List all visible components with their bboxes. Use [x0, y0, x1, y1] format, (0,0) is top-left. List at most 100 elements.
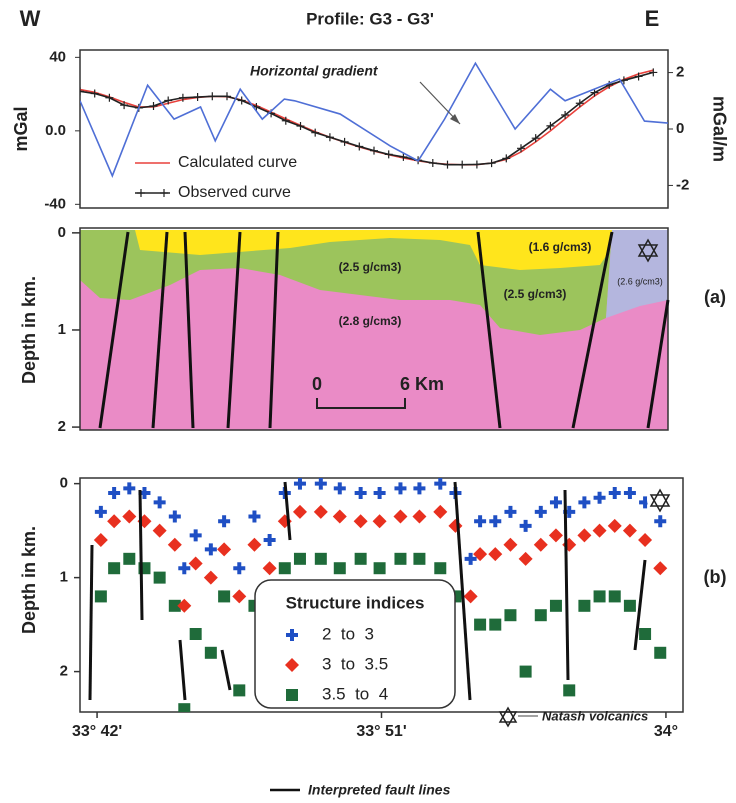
marker-plus: [233, 562, 246, 575]
fault: [220, 649, 232, 691]
y-tick-label: 40: [49, 48, 66, 65]
fault: [283, 481, 292, 541]
y-tick-label: 0.0: [45, 122, 66, 139]
fault-lines: [88, 481, 647, 701]
marker-diamond: [533, 537, 548, 552]
marker-diamond: [638, 533, 653, 548]
marker-square: [204, 646, 217, 659]
marker-plus: [413, 482, 426, 495]
marker-diamond: [503, 537, 518, 552]
y-tick-label: 1: [60, 569, 68, 586]
observed-marker: [458, 160, 467, 169]
y-tick-label: 1: [58, 321, 66, 338]
observed-marker: [355, 142, 364, 151]
fault-lines: [98, 231, 670, 429]
marker-plus: [153, 496, 166, 509]
marker-plus: [654, 515, 667, 528]
marker-plus: [333, 482, 346, 495]
observed-marker: [531, 134, 540, 143]
marker-square: [123, 552, 136, 565]
marker-diamond: [393, 509, 408, 524]
y-axis-label: mGal: [11, 106, 31, 151]
fault: [633, 559, 647, 651]
marker-square: [434, 562, 447, 575]
marker-square: [534, 609, 547, 622]
series-line: [80, 69, 654, 166]
observed-marker: [546, 121, 555, 130]
observed-marker: [281, 116, 290, 125]
marker-plus: [123, 482, 136, 495]
marker-plus: [519, 519, 532, 532]
marker-square: [178, 703, 191, 712]
marker-square: [286, 689, 298, 701]
marker-plus: [293, 478, 306, 490]
marker-plus: [474, 515, 487, 528]
observed-marker: [590, 88, 599, 97]
marker-diamond: [592, 523, 607, 538]
marker-plus: [608, 487, 621, 500]
scale-bar: [316, 398, 406, 409]
marker-square: [504, 609, 517, 622]
marker-diamond: [653, 561, 668, 576]
y-axis-label: Depth in km.: [19, 526, 39, 634]
layer-label: (1.6 g/cm3): [529, 240, 592, 254]
fault: [151, 231, 169, 429]
chart-title: Profile: G3 - G3': [306, 9, 434, 28]
marker-plus: [578, 496, 591, 509]
legend-label: Calculated curve: [178, 154, 297, 171]
marker-diamond: [107, 514, 122, 529]
observed-marker: [384, 150, 393, 159]
marker-plus: [549, 496, 562, 509]
marker-diamond: [463, 589, 478, 604]
scale-end: 6 Km: [400, 374, 444, 394]
y-tick-label: 0: [60, 475, 68, 492]
observed-marker: [370, 146, 378, 155]
fault: [178, 639, 187, 701]
marker-square: [465, 713, 477, 725]
layer-label: (2.6 g/cm3): [617, 276, 663, 286]
y-tick-label: 0: [58, 224, 66, 241]
observed-marker: [237, 96, 246, 105]
marker-square: [333, 562, 346, 575]
y2-tick-label: 0: [676, 120, 684, 137]
marker-square: [623, 599, 636, 612]
marker-plus: [218, 515, 231, 528]
y-tick-label: 2: [60, 663, 68, 680]
legend-title: Structure indices: [286, 593, 425, 612]
legend-box: [254, 579, 456, 709]
arrow-head: [450, 114, 460, 124]
marker-plus: [434, 478, 447, 490]
marker-square: [108, 562, 121, 575]
footer-legend: Interpreted fault lines: [308, 782, 451, 798]
marker-plus: [394, 482, 407, 495]
marker-diamond: [353, 514, 368, 529]
panel-label: (b): [704, 567, 727, 587]
observed-marker: [443, 160, 452, 169]
observed-marker: [149, 102, 158, 111]
legend-label: Observed curve: [178, 184, 291, 201]
y2-tick-label: 2: [676, 64, 684, 81]
marker-diamond: [488, 547, 503, 562]
marker-plus: [263, 534, 276, 547]
observed-marker: [193, 93, 202, 102]
marker-square: [563, 684, 576, 697]
marker-diamond: [188, 556, 203, 571]
marker-plus: [623, 487, 636, 500]
legend: Calculated curve Observed curve: [135, 154, 297, 201]
observed-marker: [340, 137, 349, 146]
marker-diamond: [122, 509, 137, 524]
observed-marker: [502, 154, 511, 163]
marker-plus: [204, 543, 217, 556]
marker-plus: [489, 515, 502, 528]
fault: [138, 489, 144, 621]
marker-diamond: [217, 542, 232, 557]
y-tick-label: 2: [58, 418, 66, 435]
marker-plus: [373, 487, 386, 500]
observed-marker: [649, 68, 658, 77]
fault: [268, 231, 280, 429]
layer-1-6: [135, 230, 615, 270]
marker-square: [394, 552, 407, 565]
observed-marker: [634, 72, 643, 81]
euler-solutions: [93, 478, 668, 725]
layer-label: (2.5 g/cm3): [339, 260, 402, 274]
